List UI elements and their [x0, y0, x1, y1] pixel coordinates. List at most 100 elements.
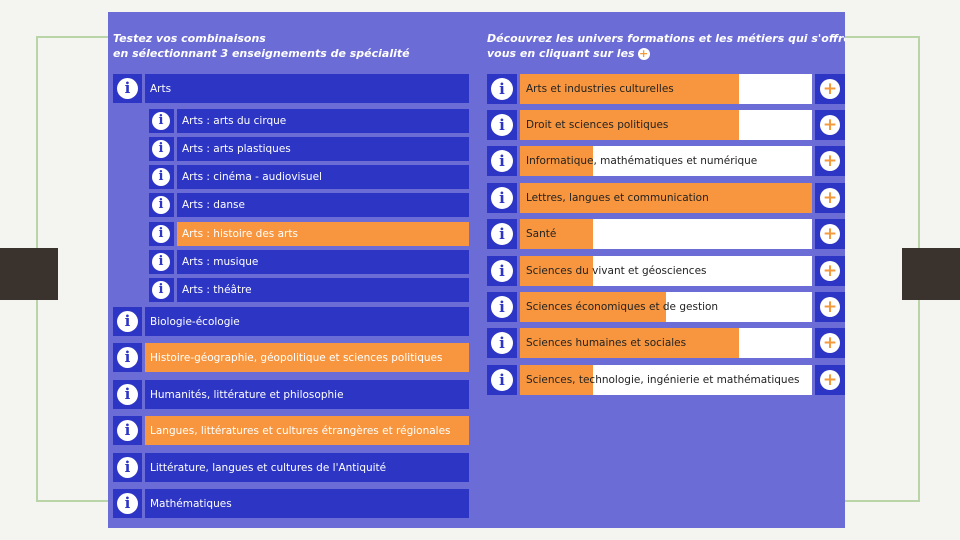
expand-button[interactable]: + — [815, 219, 845, 249]
info-icon: i — [491, 369, 513, 391]
universe-item: i Arts et industries culturelles + — [487, 74, 845, 104]
specialty-label[interactable]: Langues, littératures et cultures étrang… — [145, 416, 469, 445]
specialty-item[interactable]: i Arts : arts du cirque — [149, 109, 469, 133]
info-icon: i — [117, 384, 138, 405]
info-button[interactable]: i — [487, 74, 517, 104]
info-button[interactable]: i — [487, 110, 517, 140]
specialty-item[interactable]: i Histoire-géographie, géopolitique et sc… — [113, 343, 469, 372]
specialty-label[interactable]: Arts : cinéma - audiovisuel — [177, 165, 469, 189]
plus-icon: + — [820, 188, 840, 208]
info-button[interactable]: i — [487, 292, 517, 322]
info-button[interactable]: i — [113, 307, 142, 336]
plus-icon: + — [820, 333, 840, 353]
info-icon: i — [152, 196, 170, 214]
specialty-item[interactable]: i Mathématiques — [113, 489, 469, 518]
plus-icon: + — [637, 47, 650, 60]
info-button[interactable]: i — [149, 109, 174, 133]
universe-label: Santé — [526, 228, 557, 240]
expand-button[interactable]: + — [815, 365, 845, 395]
info-button[interactable]: i — [487, 146, 517, 176]
universe-gauge: Droit et sciences politiques — [520, 110, 812, 140]
universe-gauge: Sciences humaines et sociales — [520, 328, 812, 358]
info-button[interactable]: i — [487, 219, 517, 249]
specialty-label[interactable]: Arts — [145, 74, 469, 103]
specialty-item[interactable]: i Arts : cinéma - audiovisuel — [149, 165, 469, 189]
gauge-fill — [520, 292, 666, 322]
info-button[interactable]: i — [487, 256, 517, 286]
info-icon: i — [491, 332, 513, 354]
info-button[interactable]: i — [113, 453, 142, 482]
universe-label: Sciences humaines et sociales — [526, 337, 687, 349]
universe-label: Droit et sciences politiques — [526, 119, 669, 131]
universe-label: Lettres, langues et communication — [526, 192, 709, 204]
info-button[interactable]: i — [149, 250, 174, 274]
specialty-item[interactable]: i Biologie-écologie — [113, 307, 469, 336]
slide-bar-right — [902, 248, 960, 300]
specialty-item[interactable]: i Arts : théâtre — [149, 278, 469, 302]
specialty-label[interactable]: Littérature, langues et cultures de l'An… — [145, 453, 469, 482]
universe-item: i Sciences humaines et sociales + — [487, 328, 845, 358]
specialty-label[interactable]: Humanités, littérature et philosophie — [145, 380, 469, 409]
universe-item: i Informatique, mathématiques et numériqu… — [487, 146, 845, 176]
right-header: Découvrez les univers formations et les … — [487, 31, 845, 61]
specialty-item[interactable]: i Langues, littératures et cultures étran… — [113, 416, 469, 445]
info-button[interactable]: i — [113, 343, 142, 372]
specialty-item[interactable]: i Arts : danse — [149, 193, 469, 217]
expand-button[interactable]: + — [815, 256, 845, 286]
info-icon: i — [117, 78, 138, 99]
specialty-item[interactable]: i Arts : musique — [149, 250, 469, 274]
expand-button[interactable]: + — [815, 74, 845, 104]
info-button[interactable]: i — [149, 222, 174, 246]
plus-icon: + — [820, 261, 840, 281]
info-button[interactable]: i — [149, 193, 174, 217]
universe-label: Sciences du vivant et géosciences — [526, 265, 707, 277]
expand-button[interactable]: + — [815, 328, 845, 358]
slide-bar-left — [0, 248, 58, 300]
specialty-label[interactable]: Arts : musique — [177, 250, 469, 274]
info-icon: i — [117, 311, 138, 332]
specialty-label[interactable]: Histoire-géographie, géopolitique et sci… — [145, 343, 469, 372]
specialty-label[interactable]: Arts : arts plastiques — [177, 137, 469, 161]
specialty-item[interactable]: i Arts : histoire des arts — [149, 222, 469, 246]
universe-label: Sciences économiques et de gestion — [526, 301, 719, 313]
plus-icon: + — [820, 224, 840, 244]
info-button[interactable]: i — [487, 183, 517, 213]
specialty-item[interactable]: i Arts : arts plastiques — [149, 137, 469, 161]
specialty-label[interactable]: Arts : danse — [177, 193, 469, 217]
info-button[interactable]: i — [487, 328, 517, 358]
info-button[interactable]: i — [113, 489, 142, 518]
expand-button[interactable]: + — [815, 183, 845, 213]
universe-gauge: Arts et industries culturelles — [520, 74, 812, 104]
expand-button[interactable]: + — [815, 146, 845, 176]
info-icon: i — [117, 493, 138, 514]
info-icon: i — [491, 223, 513, 245]
info-button[interactable]: i — [149, 278, 174, 302]
info-button[interactable]: i — [149, 165, 174, 189]
universe-label: Sciences, technologie, ingénierie et mat… — [526, 374, 800, 386]
specialty-label[interactable]: Mathématiques — [145, 489, 469, 518]
specialty-item[interactable]: i Littérature, langues et cultures de l'A… — [113, 453, 469, 482]
expand-button[interactable]: + — [815, 110, 845, 140]
specialty-item[interactable]: i Humanités, littérature et philosophie — [113, 380, 469, 409]
specialty-item[interactable]: i Arts — [113, 74, 469, 103]
universe-item: i Lettres, langues et communication + — [487, 183, 845, 213]
specialty-label[interactable]: Biologie-écologie — [145, 307, 469, 336]
info-icon: i — [152, 253, 170, 271]
gauge-fill — [520, 328, 739, 358]
gauge-fill — [520, 219, 593, 249]
specialty-label[interactable]: Arts : histoire des arts — [177, 222, 469, 246]
universe-label: Informatique, mathématiques et numérique — [526, 155, 758, 167]
expand-button[interactable]: + — [815, 292, 845, 322]
universe-gauge: Lettres, langues et communication — [520, 183, 812, 213]
info-button[interactable]: i — [113, 380, 142, 409]
info-icon: i — [152, 281, 170, 299]
info-button[interactable]: i — [113, 416, 142, 445]
info-button[interactable]: i — [149, 137, 174, 161]
info-button[interactable]: i — [113, 74, 142, 103]
info-icon: i — [491, 114, 513, 136]
specialty-label[interactable]: Arts : théâtre — [177, 278, 469, 302]
gauge-fill — [520, 146, 593, 176]
info-button[interactable]: i — [487, 365, 517, 395]
universe-item: i Santé + — [487, 219, 845, 249]
specialty-label[interactable]: Arts : arts du cirque — [177, 109, 469, 133]
